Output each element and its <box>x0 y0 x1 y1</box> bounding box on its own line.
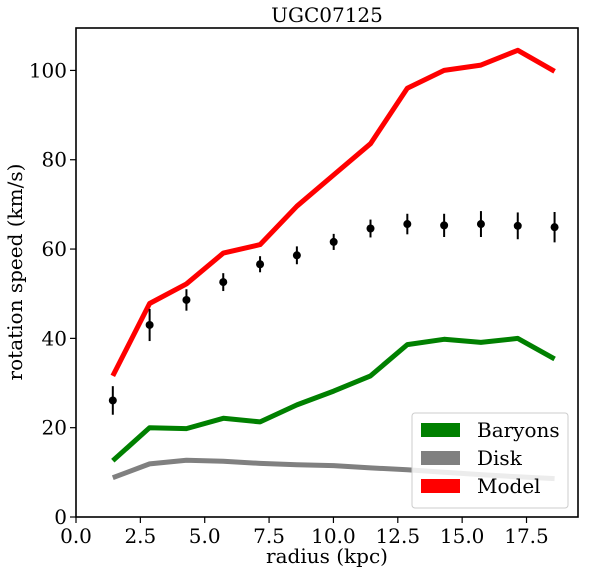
data-point <box>476 220 485 229</box>
legend-swatch-model <box>421 479 460 493</box>
data-point <box>219 278 228 287</box>
y-tick-label: 20 <box>42 416 67 440</box>
data-point <box>292 251 301 260</box>
legend-swatch-disk <box>421 451 460 465</box>
y-tick-label: 60 <box>42 237 67 261</box>
y-tick-label: 40 <box>42 326 67 350</box>
x-tick-label: 7.5 <box>253 524 285 548</box>
data-point <box>182 295 191 304</box>
series-line-model <box>110 47 556 378</box>
x-tick-label: 10.0 <box>311 524 356 548</box>
chart-title: UGC07125 <box>271 3 383 27</box>
data-point <box>145 320 154 329</box>
data-point <box>513 221 522 230</box>
data-point <box>329 237 338 246</box>
series-line-baryons <box>111 335 556 463</box>
data-point <box>440 221 449 230</box>
y-tick-label: 0 <box>54 505 67 529</box>
legend-swatch-baryons <box>421 423 460 437</box>
legend-label-baryons: Baryons <box>477 418 560 442</box>
y-axis-label: rotation speed (km/s) <box>3 164 27 381</box>
legend-label-model: Model <box>477 474 541 498</box>
x-tick-label: 17.5 <box>504 524 549 548</box>
legend-label-disk: Disk <box>477 446 523 470</box>
x-tick-label: 15.0 <box>440 524 485 548</box>
x-tick-label: 2.5 <box>124 524 156 548</box>
y-tick-label: 100 <box>29 58 67 82</box>
x-axis-label: radius (kpc) <box>266 544 388 568</box>
data-point <box>550 223 559 232</box>
data-point <box>108 396 117 405</box>
plot-frame <box>75 27 579 518</box>
x-tick-label: 5.0 <box>189 524 221 548</box>
y-tick-label: 80 <box>42 148 67 172</box>
data-point <box>403 220 412 229</box>
data-point <box>366 224 375 233</box>
data-point <box>256 260 265 269</box>
x-tick-label: 12.5 <box>376 524 421 548</box>
x-tick-label: 0.0 <box>60 524 92 548</box>
